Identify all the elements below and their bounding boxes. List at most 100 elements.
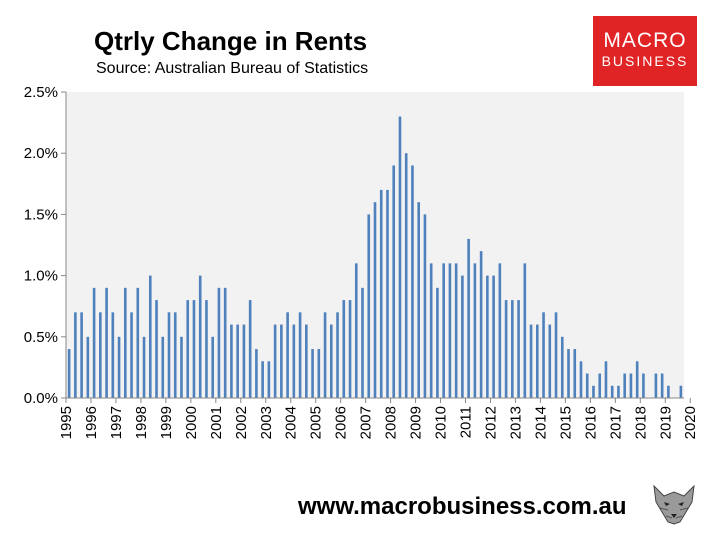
bar bbox=[267, 361, 271, 398]
bar bbox=[161, 336, 165, 398]
x-tick-label: 2008 bbox=[383, 406, 400, 439]
bar bbox=[111, 312, 115, 398]
bar bbox=[192, 300, 196, 398]
y-tick-label: 1.5% bbox=[24, 206, 58, 223]
macrobusiness-logo: MACRO BUSINESS bbox=[593, 16, 697, 86]
bar bbox=[292, 324, 296, 398]
bar bbox=[248, 300, 252, 398]
x-tick-label: 2003 bbox=[258, 406, 275, 439]
bar bbox=[136, 287, 140, 398]
bar bbox=[454, 263, 458, 398]
bar bbox=[654, 373, 658, 398]
x-tick-label: 2001 bbox=[208, 406, 225, 439]
bar bbox=[442, 263, 445, 398]
x-tick-label: 1996 bbox=[83, 406, 100, 439]
bar bbox=[473, 263, 477, 398]
logo-line-1: MACRO bbox=[603, 29, 687, 52]
bar bbox=[329, 324, 333, 398]
y-tick-label: 1.0% bbox=[24, 268, 58, 285]
bar bbox=[592, 385, 595, 398]
bar bbox=[373, 202, 377, 398]
bar bbox=[86, 336, 90, 398]
bar bbox=[498, 263, 502, 398]
bar bbox=[492, 275, 495, 398]
bar bbox=[286, 312, 289, 398]
bar bbox=[404, 153, 408, 398]
bar bbox=[623, 373, 627, 398]
bar bbox=[142, 336, 146, 398]
x-tick-label: 2000 bbox=[183, 406, 200, 439]
y-tick-label: 2.0% bbox=[24, 145, 58, 162]
x-tick-label: 2020 bbox=[682, 406, 699, 439]
y-tick-label: 0.0% bbox=[24, 390, 58, 407]
bar bbox=[148, 275, 152, 398]
footer-url: www.macrobusiness.com.au bbox=[298, 493, 627, 520]
bar bbox=[573, 349, 577, 398]
x-tick-label: 2016 bbox=[582, 406, 599, 439]
page-title: Qtrly Change in Rents bbox=[94, 26, 368, 56]
bar-series bbox=[67, 116, 683, 398]
x-axis: 1995 1996 1997 1998 1999 2000 2001 2002 2003 2004… bbox=[58, 398, 699, 439]
bar bbox=[511, 300, 514, 398]
bar bbox=[604, 361, 608, 398]
bar bbox=[610, 385, 614, 398]
bar bbox=[598, 373, 602, 398]
bar bbox=[667, 385, 670, 398]
x-tick-label: 2005 bbox=[308, 406, 325, 439]
bar bbox=[542, 312, 545, 398]
bar bbox=[80, 312, 83, 398]
bar bbox=[323, 312, 327, 398]
bar bbox=[74, 312, 77, 398]
bar bbox=[429, 263, 433, 398]
bar bbox=[255, 349, 258, 398]
x-tick-label: 1999 bbox=[158, 406, 175, 439]
chart-source: Source: Australian Bureau of Statistics bbox=[96, 60, 369, 77]
x-tick-label: 1995 bbox=[58, 406, 75, 439]
bar bbox=[123, 287, 127, 398]
bar bbox=[317, 349, 321, 398]
bar bbox=[336, 312, 339, 398]
bar bbox=[205, 300, 208, 398]
bar bbox=[92, 287, 96, 398]
bar bbox=[517, 300, 520, 398]
bar bbox=[211, 336, 215, 398]
bar bbox=[280, 324, 283, 398]
x-tick-label: 2018 bbox=[632, 406, 649, 439]
bar bbox=[117, 336, 121, 398]
bar bbox=[361, 287, 364, 398]
bar bbox=[367, 214, 371, 398]
wolf-logo-icon bbox=[648, 482, 700, 526]
x-tick-label: 2011 bbox=[458, 406, 475, 438]
bar bbox=[417, 202, 421, 398]
bar bbox=[298, 312, 302, 398]
bar bbox=[99, 312, 102, 398]
bar bbox=[236, 324, 239, 398]
bar bbox=[448, 263, 452, 398]
bar bbox=[379, 189, 383, 398]
x-tick-label: 1998 bbox=[133, 406, 150, 439]
bar bbox=[155, 300, 158, 398]
y-tick-label: 2.5% bbox=[24, 84, 58, 101]
bar bbox=[173, 312, 177, 398]
bar bbox=[167, 312, 171, 398]
bar bbox=[642, 373, 645, 398]
x-tick-label: 1997 bbox=[108, 406, 125, 439]
bar bbox=[523, 263, 527, 398]
bar bbox=[535, 324, 539, 398]
bar bbox=[217, 287, 221, 398]
bar bbox=[436, 287, 439, 398]
x-tick-label: 2013 bbox=[507, 406, 524, 439]
x-tick-label: 2017 bbox=[607, 406, 624, 439]
bar bbox=[567, 349, 570, 398]
logo-line-2: BUSINESS bbox=[601, 53, 689, 69]
x-tick-label: 2007 bbox=[358, 406, 375, 439]
bar bbox=[479, 251, 483, 398]
bar bbox=[180, 336, 183, 398]
bar bbox=[67, 349, 71, 398]
x-tick-label: 2009 bbox=[408, 406, 425, 439]
bar bbox=[386, 189, 389, 398]
x-tick-label: 2012 bbox=[482, 406, 499, 439]
bar bbox=[198, 275, 202, 398]
bar bbox=[423, 214, 427, 398]
